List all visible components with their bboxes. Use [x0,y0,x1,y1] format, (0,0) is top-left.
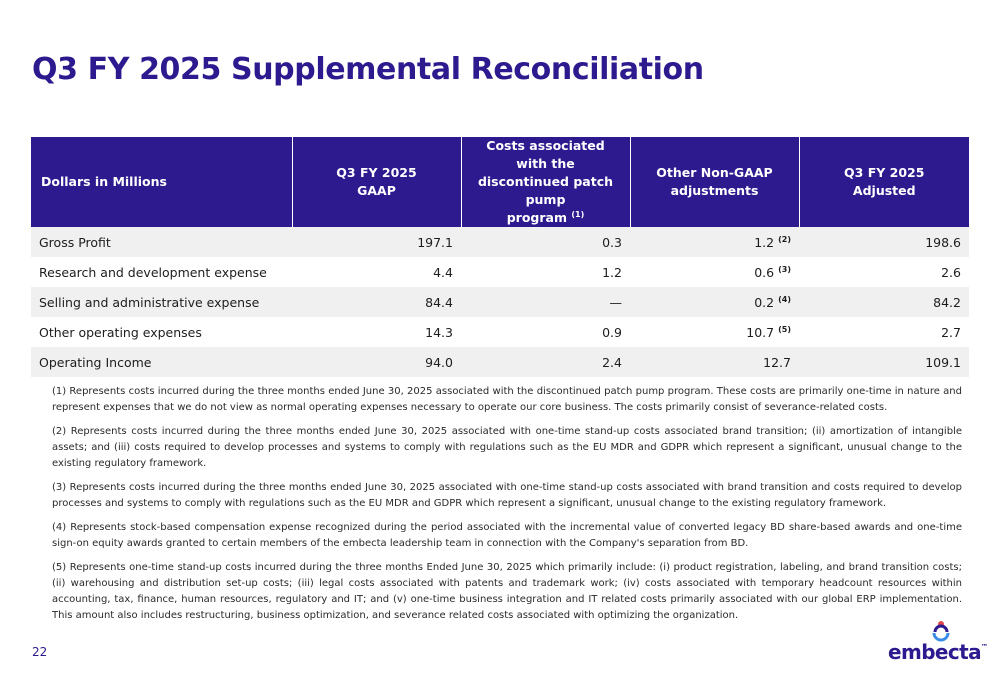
footnote-ref: (2) [778,234,791,244]
cell-other: 1.2 (2) [630,227,799,257]
row-label: Other operating expenses [39,324,202,340]
cell-adjusted: 109.1 [799,347,969,377]
footnote-2: (2) Represents costs incurred during the… [52,426,962,469]
cell-gaap: 197.1 [292,227,461,257]
footnote-4: (4) Represents stock-based compensation … [52,522,962,549]
header-adjusted: Q3 FY 2025 Adjusted [798,137,969,227]
footnote-ref: (4) [778,294,791,304]
cell-other: 10.7 (5) [746,324,791,340]
table-header-row: Dollars in Millions Q3 FY 2025 GAAP Cost… [31,137,969,227]
header-patch-pump-costs: Costs associated with the discontinued p… [460,137,630,227]
footnote-1: (1) Represents costs incurred during the… [52,386,962,413]
cell-patch: 2.4 [461,347,630,377]
header-dollars-in-millions: Dollars in Millions [31,137,292,227]
table-row-rd-expense: Research and development expense 4.4 1.2… [31,257,969,287]
row-label: Selling and administrative expense [31,287,292,317]
cell-gaap: 84.4 [292,287,461,317]
footnote-ref: (3) [778,264,791,274]
footnote-ref-1: (1) [571,210,585,219]
row-label: Operating Income [31,347,292,377]
row-label: Research and development expense [39,264,267,280]
embecta-logo: embecta™ [888,620,988,665]
cell-adjusted: 198.6 [799,227,969,257]
cell-gaap: 94.0 [292,347,461,377]
cell-patch: — [461,287,630,317]
cell-other: 0.2 (4) [630,287,799,317]
cell-other: 0.6 (3) [754,264,791,280]
cell-adjusted: 2.6 [941,264,961,280]
trademark-symbol: ™ [981,643,988,651]
row-label: Gross Profit [31,227,292,257]
table-row-operating-income: Operating Income 94.0 2.4 12.7 109.1 [31,347,969,377]
cell-gaap: 14.3 [425,324,453,340]
logo-wordmark: embecta™ [888,640,988,664]
table-row-sga-expense: Selling and administrative expense 84.4 … [31,287,969,317]
footnotes: (1) Represents costs incurred during the… [52,384,962,632]
cell-adjusted: 2.7 [941,324,961,340]
page-title: Q3 FY 2025 Supplemental Reconciliation [32,52,704,87]
cell-patch: 0.3 [461,227,630,257]
page-number: 22 [32,645,48,659]
cell-other: 12.7 [630,347,799,377]
header-gaap: Q3 FY 2025 GAAP [291,137,461,227]
footnote-3: (3) Represents costs incurred during the… [52,482,962,509]
cell-gaap: 4.4 [433,264,453,280]
table-row-gross-profit: Gross Profit 197.1 0.3 1.2 (2) 198.6 [31,227,969,257]
table-row-other-operating-expenses: Other operating expenses 14.3 0.9 10.7 (… [31,317,969,347]
embecta-logo-icon [932,621,950,642]
reconciliation-table: Dollars in Millions Q3 FY 2025 GAAP Cost… [31,137,969,377]
cell-patch: 1.2 [602,264,622,280]
footnote-ref: (5) [778,324,791,334]
footnote-5: (5) Represents one-time stand-up costs i… [52,562,962,621]
cell-patch: 0.9 [602,324,622,340]
header-other-adjustments: Other Non-GAAP adjustments [629,137,799,227]
cell-adjusted: 84.2 [799,287,969,317]
